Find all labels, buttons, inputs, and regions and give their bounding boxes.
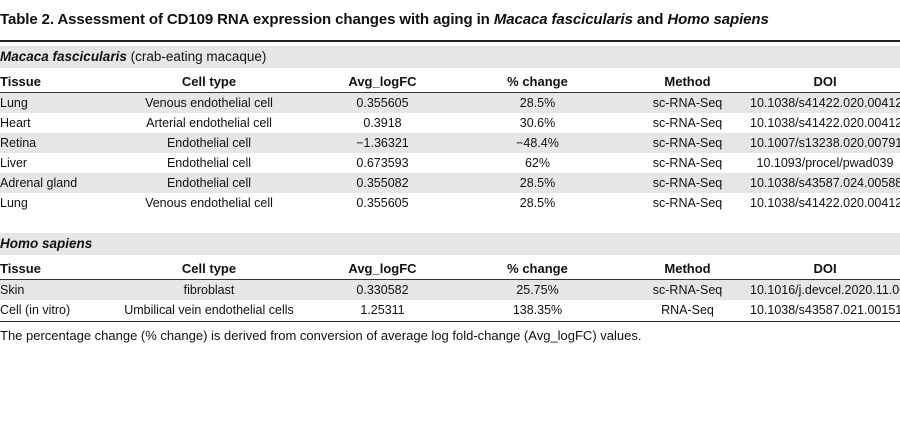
table-row: Retina Endothelial cell −1.36321 −48.4% … bbox=[0, 133, 900, 153]
cell-tissue: Adrenal gland bbox=[0, 173, 103, 193]
cell-doi: 10.1038/s41422.020.00412-6 bbox=[750, 116, 900, 130]
cell-tissue: Skin bbox=[0, 279, 103, 300]
section-header-homo: Homo sapiens bbox=[0, 233, 900, 255]
cell-avg-logfc: 0.3918 bbox=[363, 116, 402, 130]
cell-avg-logfc: −1.36321 bbox=[315, 133, 450, 153]
cell-cell-type: Venous endothelial cell bbox=[103, 92, 315, 113]
cell-doi: 10.1007/s13238.020.00791-x bbox=[750, 133, 900, 153]
cell-avg-logfc: 1.25311 bbox=[360, 303, 405, 317]
table-row: Lung Venous endothelial cell 0.355605 28… bbox=[0, 193, 900, 213]
col-header-pct-change: % change bbox=[450, 71, 625, 93]
table-row: Skin fibroblast 0.330582 25.75% sc-RNA-S… bbox=[0, 279, 900, 300]
cell-method: sc-RNA-Seq bbox=[625, 279, 750, 300]
cell-method: sc-RNA-Seq bbox=[652, 196, 723, 210]
cell-pct-change: 28.5% bbox=[450, 92, 625, 113]
col-header-tissue: Tissue bbox=[0, 71, 103, 93]
footnote: The percentage change (% change) is deri… bbox=[0, 328, 642, 343]
cell-pct-change: −48.4% bbox=[450, 133, 625, 153]
bottom-rule bbox=[0, 321, 900, 322]
homo-table: Tissue Cell type Avg_logFC % change Meth… bbox=[0, 258, 900, 320]
title-prefix: Table 2. Assessment of CD109 RNA express… bbox=[0, 11, 494, 28]
cell-method: sc-RNA-Seq bbox=[652, 116, 723, 130]
cell-cell-type: fibroblast bbox=[103, 279, 315, 300]
cell-method: sc-RNA-Seq bbox=[625, 173, 750, 193]
col-header-pct-change: % change bbox=[450, 258, 625, 280]
cell-pct-change: 28.5% bbox=[450, 173, 625, 193]
title-species-2: Homo sapiens bbox=[667, 11, 769, 28]
cell-tissue: Cell (in vitro) bbox=[0, 303, 71, 317]
col-header-cell-type: Cell type bbox=[103, 71, 315, 93]
col-header-method: Method bbox=[625, 71, 750, 93]
section-note: (crab-eating macaque) bbox=[126, 49, 267, 64]
table-row: Cell (in vitro) Umbilical vein endotheli… bbox=[0, 300, 900, 320]
cell-avg-logfc: 0.330582 bbox=[315, 279, 450, 300]
cell-method: sc-RNA-Seq bbox=[652, 156, 723, 170]
cell-tissue: Lung bbox=[0, 196, 28, 210]
cell-cell-type: Venous endothelial cell bbox=[145, 196, 273, 210]
title-species-1: Macaca fascicularis bbox=[493, 11, 633, 28]
cell-method: sc-RNA-Seq bbox=[625, 92, 750, 113]
cell-cell-type: Arterial endothelial cell bbox=[146, 116, 272, 130]
section-name: Homo sapiens bbox=[0, 236, 93, 251]
top-rule bbox=[0, 40, 900, 42]
table-row: Heart Arterial endothelial cell 0.3918 3… bbox=[0, 113, 900, 133]
cell-pct-change: 138.35% bbox=[512, 303, 563, 317]
cell-avg-logfc: 0.673593 bbox=[356, 156, 409, 170]
cell-cell-type: Endothelial cell bbox=[166, 156, 252, 170]
cell-doi: 10.1016/j.devcel.2020.11.002 bbox=[750, 279, 900, 300]
table-row: Adrenal gland Endothelial cell 0.355082 … bbox=[0, 173, 900, 193]
cell-method: sc-RNA-Seq bbox=[625, 133, 750, 153]
cell-pct-change: 28.5% bbox=[519, 196, 556, 210]
table-title: Table 2. Assessment of CD109 RNA express… bbox=[0, 11, 769, 28]
col-header-cell-type: Cell type bbox=[103, 258, 315, 280]
col-header-doi: DOI bbox=[750, 71, 900, 93]
cell-doi: 10.1038/s43587.021.00151-2 bbox=[750, 303, 900, 317]
cell-doi: 10.1093/procel/pwad039 bbox=[756, 156, 894, 170]
cell-doi: 10.1038/s41422.020.00412-6 bbox=[750, 92, 900, 113]
col-header-method: Method bbox=[625, 258, 750, 280]
col-header-avg-logfc: Avg_logFC bbox=[315, 71, 450, 93]
section-name: Macaca fascicularis bbox=[0, 49, 127, 64]
section-header-macaca: Macaca fascicularis (crab-eating macaque… bbox=[0, 46, 900, 68]
cell-tissue: Lung bbox=[0, 92, 103, 113]
title-conjunction: and bbox=[632, 11, 668, 28]
cell-cell-type: Umbilical vein endothelial cells bbox=[124, 303, 294, 317]
cell-cell-type: Endothelial cell bbox=[103, 173, 315, 193]
cell-avg-logfc: 0.355082 bbox=[315, 173, 450, 193]
cell-doi: 10.1038/s43587.024.00588-1 bbox=[750, 173, 900, 193]
header-row: Tissue Cell type Avg_logFC % change Meth… bbox=[0, 71, 900, 93]
col-header-doi: DOI bbox=[750, 258, 900, 280]
macaca-table: Tissue Cell type Avg_logFC % change Meth… bbox=[0, 71, 900, 213]
cell-tissue: Retina bbox=[0, 133, 103, 153]
cell-pct-change: 30.6% bbox=[519, 116, 556, 130]
table-row: Liver Endothelial cell 0.673593 62% sc-R… bbox=[0, 153, 900, 173]
cell-cell-type: Endothelial cell bbox=[103, 133, 315, 153]
header-row: Tissue Cell type Avg_logFC % change Meth… bbox=[0, 258, 900, 280]
col-header-tissue: Tissue bbox=[0, 258, 103, 280]
col-header-avg-logfc: Avg_logFC bbox=[315, 258, 450, 280]
table-row: Lung Venous endothelial cell 0.355605 28… bbox=[0, 92, 900, 113]
cell-pct-change: 62% bbox=[524, 156, 551, 170]
cell-method: RNA-Seq bbox=[661, 303, 714, 317]
cell-tissue: Liver bbox=[0, 156, 28, 170]
cell-doi: 10.1038/s41422.020.00412-6 bbox=[750, 196, 900, 210]
cell-pct-change: 25.75% bbox=[450, 279, 625, 300]
cell-tissue: Heart bbox=[0, 116, 31, 130]
cell-avg-logfc: 0.355605 bbox=[356, 196, 409, 210]
cell-avg-logfc: 0.355605 bbox=[315, 92, 450, 113]
